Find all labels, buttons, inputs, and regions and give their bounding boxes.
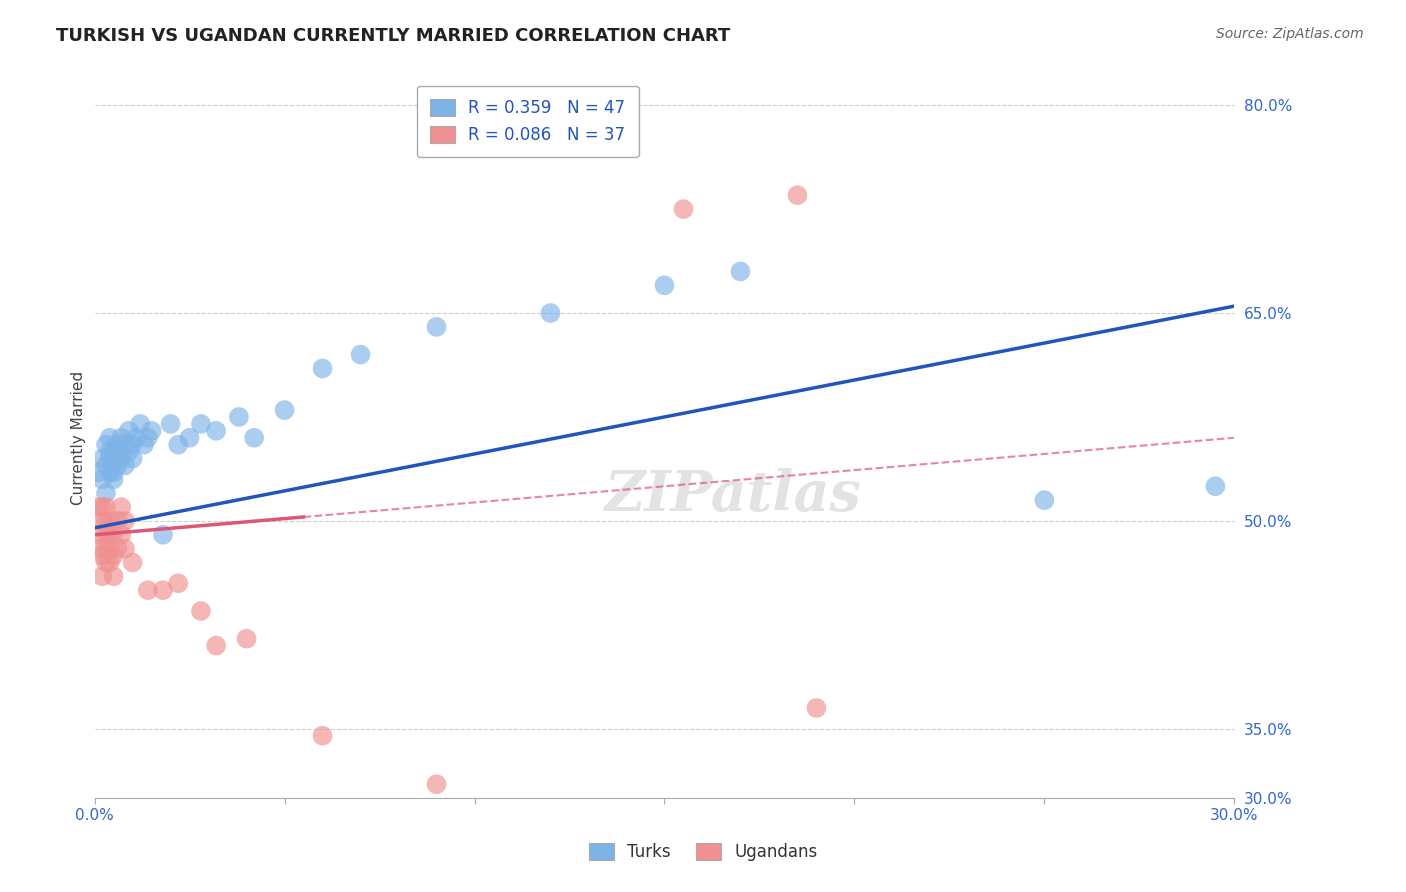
Point xyxy=(94,438,117,452)
Point xyxy=(190,604,212,618)
Point xyxy=(105,458,128,473)
Point xyxy=(105,451,128,466)
Point xyxy=(103,444,125,458)
Point xyxy=(118,424,141,438)
Point xyxy=(167,438,190,452)
Point xyxy=(152,583,174,598)
Point xyxy=(1033,493,1056,508)
Point xyxy=(94,500,117,514)
Point xyxy=(311,361,333,376)
Point xyxy=(94,528,117,542)
Point xyxy=(103,466,125,480)
Point xyxy=(159,417,181,431)
Legend: Turks, Ugandans: Turks, Ugandans xyxy=(575,830,831,875)
Point xyxy=(179,431,201,445)
Point xyxy=(730,264,752,278)
Legend: R = 0.359   N = 47, R = 0.086   N = 37: R = 0.359 N = 47, R = 0.086 N = 37 xyxy=(416,86,638,157)
Point xyxy=(105,541,128,556)
Text: Source: ZipAtlas.com: Source: ZipAtlas.com xyxy=(1216,27,1364,41)
Point xyxy=(205,424,228,438)
Point xyxy=(91,451,114,466)
Point xyxy=(105,514,128,528)
Point xyxy=(91,514,114,528)
Point xyxy=(425,319,447,334)
Point xyxy=(1204,479,1226,493)
Point xyxy=(87,528,110,542)
Point xyxy=(105,438,128,452)
Point xyxy=(114,438,136,452)
Point xyxy=(91,500,114,514)
Point xyxy=(98,528,121,542)
Text: TURKISH VS UGANDAN CURRENTLY MARRIED CORRELATION CHART: TURKISH VS UGANDAN CURRENTLY MARRIED COR… xyxy=(56,27,731,45)
Point xyxy=(98,556,121,570)
Point xyxy=(136,431,159,445)
Point xyxy=(87,466,110,480)
Point xyxy=(91,549,114,563)
Point xyxy=(87,500,110,514)
Point xyxy=(103,569,125,583)
Point xyxy=(121,556,143,570)
Point xyxy=(125,431,148,445)
Text: ZIPatlas: ZIPatlas xyxy=(605,468,862,523)
Point xyxy=(91,569,114,583)
Point xyxy=(190,417,212,431)
Point xyxy=(94,458,117,473)
Point xyxy=(98,466,121,480)
Point xyxy=(132,438,155,452)
Point xyxy=(136,583,159,598)
Point xyxy=(103,451,125,466)
Point xyxy=(141,424,163,438)
Point xyxy=(786,188,808,202)
Point xyxy=(273,403,295,417)
Point xyxy=(129,417,152,431)
Point xyxy=(98,444,121,458)
Point xyxy=(103,472,125,486)
Point xyxy=(87,541,110,556)
Point xyxy=(94,556,117,570)
Point xyxy=(110,451,132,466)
Point xyxy=(94,486,117,500)
Point xyxy=(118,444,141,458)
Point xyxy=(349,348,371,362)
Point xyxy=(152,528,174,542)
Point xyxy=(540,306,562,320)
Point xyxy=(425,777,447,791)
Point xyxy=(235,632,257,646)
Point xyxy=(228,409,250,424)
Point xyxy=(114,514,136,528)
Point xyxy=(121,438,143,452)
Point xyxy=(94,514,117,528)
Point xyxy=(98,541,121,556)
Point xyxy=(91,472,114,486)
Point xyxy=(205,639,228,653)
Point xyxy=(94,541,117,556)
Point xyxy=(243,431,266,445)
Point xyxy=(672,202,695,216)
Point xyxy=(110,500,132,514)
Point xyxy=(806,701,828,715)
Point xyxy=(110,431,132,445)
Point xyxy=(654,278,676,293)
Point xyxy=(98,451,121,466)
Point xyxy=(311,729,333,743)
Point xyxy=(103,528,125,542)
Point xyxy=(114,541,136,556)
Point xyxy=(121,451,143,466)
Point xyxy=(103,549,125,563)
Point xyxy=(167,576,190,591)
Y-axis label: Currently Married: Currently Married xyxy=(72,371,86,505)
Point xyxy=(114,458,136,473)
Point xyxy=(98,431,121,445)
Point xyxy=(110,528,132,542)
Point xyxy=(98,514,121,528)
